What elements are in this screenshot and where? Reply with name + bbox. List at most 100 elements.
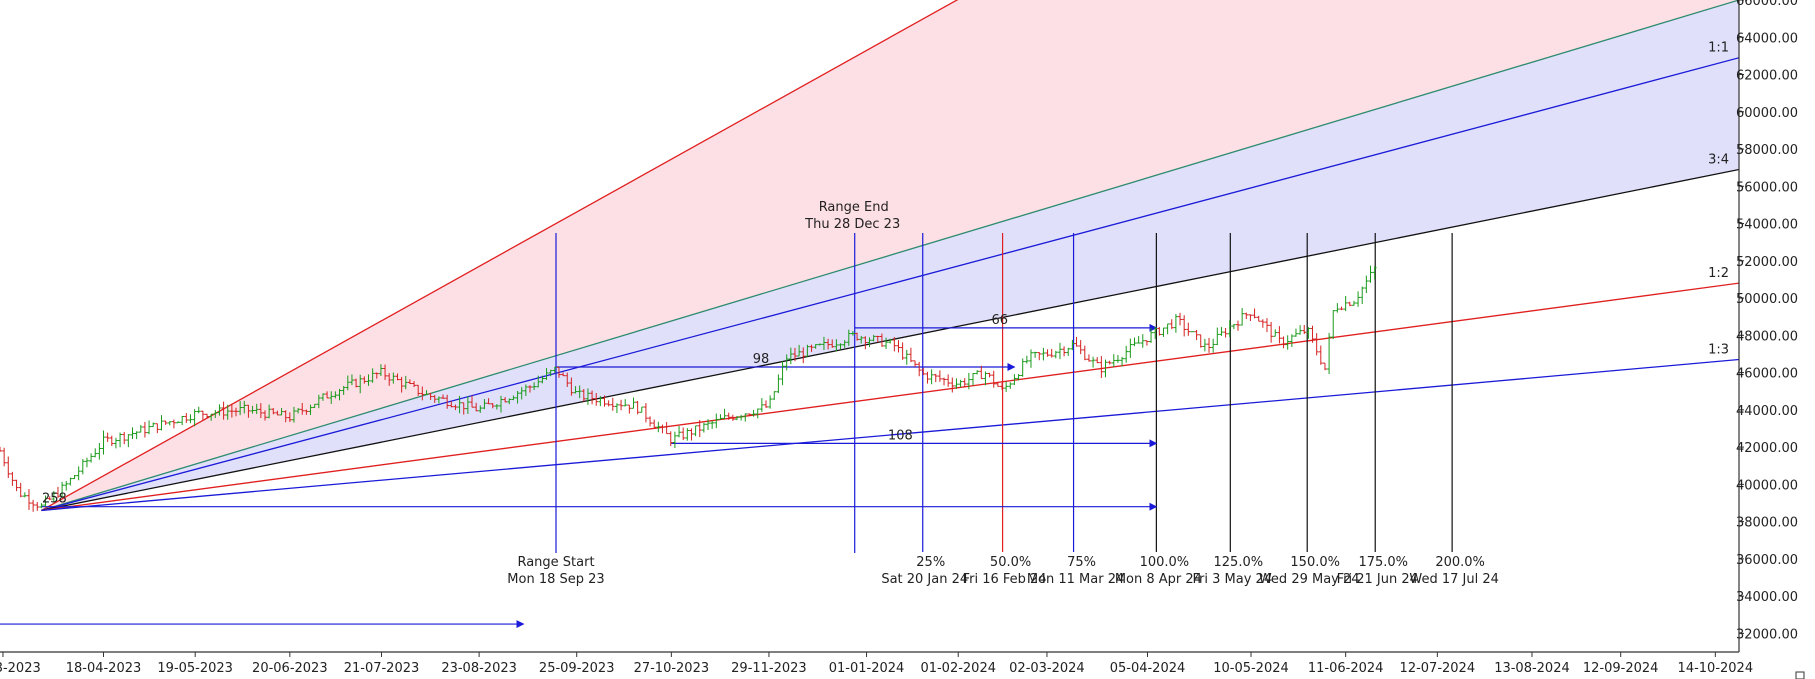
fan-line-label: 1:1 [1708, 41, 1729, 56]
price-bar [710, 420, 715, 429]
price-bar [507, 398, 512, 405]
price-bar [1207, 337, 1212, 353]
measure-label: 66 [991, 313, 1008, 328]
price-bar [188, 414, 193, 424]
gann-fan-lines [41, 0, 1739, 512]
price-bar [461, 402, 466, 415]
price-bar [47, 496, 52, 501]
x-tick-label: 12-09-2024 [1583, 661, 1659, 676]
price-bar [846, 329, 851, 346]
price-bar [937, 370, 942, 382]
price-bar [598, 396, 603, 407]
price-bar [577, 385, 582, 399]
price-bar [1318, 345, 1323, 365]
measurement-arrows [0, 323, 1158, 629]
price-bar [449, 401, 454, 408]
price-bar [668, 431, 673, 447]
price-bar [209, 413, 214, 421]
y-tick-label: 40000.00 [1736, 478, 1798, 493]
price-bar [1103, 359, 1108, 378]
price-bar [1053, 350, 1058, 359]
price-bar [656, 421, 661, 433]
price-bar [341, 385, 346, 395]
price-bar [958, 379, 963, 388]
price-bar [722, 408, 727, 420]
price-bar [412, 381, 417, 388]
fan-line [41, 168, 1739, 512]
fan-line [41, 0, 959, 511]
price-bar [1124, 345, 1129, 363]
price-bar [755, 408, 760, 419]
price-bar [1037, 352, 1042, 361]
price-bar [101, 430, 106, 455]
x-tick-label: 10-05-2024 [1213, 661, 1289, 676]
range-start-label: Range Start [517, 555, 594, 570]
price-bar [768, 395, 773, 409]
price-bar [122, 431, 127, 445]
price-bar [97, 443, 102, 460]
price-bar [134, 431, 139, 440]
price-bar [697, 419, 702, 438]
price-bar [1153, 326, 1158, 340]
price-bar [68, 477, 73, 486]
range-end-label: Range End [819, 200, 889, 215]
price-bar [1169, 319, 1174, 330]
price-bar [821, 336, 826, 351]
price-bar [693, 425, 698, 437]
price-bar [1302, 325, 1307, 335]
price-bar [1227, 319, 1232, 338]
price-bar [403, 375, 408, 390]
price-bar [424, 390, 429, 396]
price-bar [498, 395, 503, 413]
price-bar [35, 502, 40, 511]
price-bar [532, 382, 537, 391]
corner-box [1795, 671, 1805, 679]
price-bar [913, 360, 918, 367]
price-bar [10, 471, 15, 486]
price-bar [64, 481, 69, 491]
measure-label: 258 [42, 492, 67, 507]
price-bar [701, 422, 706, 433]
y-tick-label: 32000.00 [1736, 627, 1798, 642]
price-bar [436, 396, 441, 404]
price-bar [159, 415, 164, 431]
price-bar [395, 373, 400, 381]
price-bar [1211, 338, 1216, 353]
price-bar [1008, 382, 1013, 389]
price-bar [627, 404, 632, 414]
x-tick-label: 15-03-2023 [0, 661, 41, 676]
price-bar [1012, 374, 1017, 385]
price-bar [1182, 315, 1187, 337]
price-bar [834, 339, 839, 352]
price-bar [871, 334, 876, 342]
price-bar [585, 388, 590, 405]
x-tick-label: 11-06-2024 [1308, 661, 1384, 676]
fan-line [41, 358, 1739, 512]
price-bar [1256, 315, 1261, 322]
price-bar [929, 369, 934, 385]
price-bar [714, 413, 719, 429]
price-bar [184, 413, 189, 423]
price-bar [142, 421, 147, 438]
price-bar [374, 372, 379, 379]
x-tick-label: 19-05-2023 [157, 661, 233, 676]
x-tick-label: 01-01-2024 [829, 661, 905, 676]
price-bar [254, 403, 259, 415]
price-bar [180, 415, 185, 426]
price-bar [453, 404, 458, 411]
price-bar [358, 374, 363, 394]
price-bar [329, 391, 334, 404]
y-tick-label: 38000.00 [1736, 516, 1798, 531]
price-bar [540, 375, 545, 384]
price-bar [1165, 323, 1170, 335]
price-bar [1248, 314, 1253, 322]
price-bar [995, 381, 1000, 387]
price-bar [217, 404, 222, 416]
price-bar [726, 412, 731, 420]
price-bar [1327, 332, 1332, 375]
price-bar [739, 414, 744, 421]
price-bar [954, 378, 959, 389]
price-bar [950, 377, 955, 393]
x-tick-label: 13-08-2024 [1494, 661, 1570, 676]
x-tick-label: 01-02-2024 [920, 661, 996, 676]
